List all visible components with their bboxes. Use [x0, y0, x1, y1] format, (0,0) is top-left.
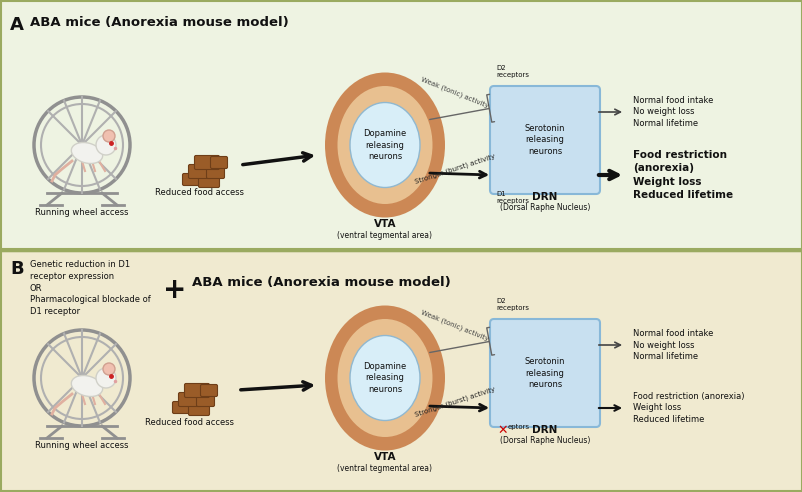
- Ellipse shape: [337, 319, 432, 437]
- Text: Weak (tonic) activity: Weak (tonic) activity: [419, 309, 488, 342]
- Bar: [0, 0, 802, 250]
- Text: DRN: DRN: [532, 192, 557, 202]
- FancyBboxPatch shape: [206, 166, 225, 179]
- Text: Normal food intake
No weight loss
Normal lifetime: Normal food intake No weight loss Normal…: [632, 329, 712, 361]
- FancyBboxPatch shape: [188, 403, 209, 416]
- Text: D1
receptors: D1 receptors: [496, 191, 529, 204]
- Text: Reduced food access: Reduced food access: [156, 188, 244, 197]
- Text: VTA: VTA: [373, 452, 395, 462]
- FancyBboxPatch shape: [182, 174, 201, 185]
- Text: Weak (tonic) activity: Weak (tonic) activity: [419, 76, 488, 110]
- Circle shape: [103, 363, 115, 375]
- Ellipse shape: [325, 306, 444, 451]
- FancyBboxPatch shape: [489, 86, 599, 194]
- Text: Running wheel access: Running wheel access: [35, 441, 128, 450]
- Text: (Dorsal Raphe Nucleus): (Dorsal Raphe Nucleus): [499, 203, 589, 212]
- Text: DRN: DRN: [532, 425, 557, 435]
- Ellipse shape: [350, 336, 419, 421]
- Ellipse shape: [325, 72, 444, 217]
- Circle shape: [96, 368, 115, 388]
- Text: Running wheel access: Running wheel access: [35, 208, 128, 217]
- FancyBboxPatch shape: [198, 176, 219, 187]
- Text: D2
receptors: D2 receptors: [496, 65, 529, 78]
- Ellipse shape: [350, 102, 419, 187]
- FancyBboxPatch shape: [172, 401, 191, 413]
- Text: Normal food intake
No weight loss
Normal lifetime: Normal food intake No weight loss Normal…: [632, 96, 712, 128]
- Text: ABA mice (Anorexia mouse model): ABA mice (Anorexia mouse model): [192, 276, 450, 289]
- FancyBboxPatch shape: [178, 393, 201, 406]
- Circle shape: [96, 135, 115, 155]
- Text: ABA mice (Anorexia mouse model): ABA mice (Anorexia mouse model): [30, 16, 289, 29]
- Text: B: B: [10, 260, 23, 278]
- Text: ✕: ✕: [496, 424, 507, 437]
- Text: Serotonin
releasing
neurons: Serotonin releasing neurons: [524, 124, 565, 155]
- Text: D2
receptors: D2 receptors: [496, 298, 529, 311]
- FancyBboxPatch shape: [489, 319, 599, 427]
- Text: Serotonin
releasing
neurons: Serotonin releasing neurons: [524, 357, 565, 389]
- Text: Stronger (burst) activity: Stronger (burst) activity: [413, 386, 495, 419]
- FancyBboxPatch shape: [194, 155, 219, 170]
- Text: Food restriction
(anorexia)
Weight loss
Reduced lifetime: Food restriction (anorexia) Weight loss …: [632, 150, 732, 200]
- Text: Reduced food access: Reduced food access: [145, 418, 234, 427]
- Text: (ventral tegmental area): (ventral tegmental area): [337, 231, 432, 240]
- Text: (Dorsal Raphe Nucleus): (Dorsal Raphe Nucleus): [499, 436, 589, 445]
- Text: Food restriction (anorexia)
Weight loss
Reduced lifetime: Food restriction (anorexia) Weight loss …: [632, 392, 743, 424]
- FancyBboxPatch shape: [210, 156, 227, 168]
- Text: (ventral tegmental area): (ventral tegmental area): [337, 464, 432, 473]
- Ellipse shape: [71, 375, 103, 397]
- Circle shape: [34, 97, 130, 193]
- Text: Dopamine
releasing
neurons: Dopamine releasing neurons: [363, 363, 406, 394]
- Ellipse shape: [71, 143, 103, 163]
- Circle shape: [34, 330, 130, 426]
- Circle shape: [103, 130, 115, 142]
- FancyBboxPatch shape: [184, 383, 209, 398]
- FancyBboxPatch shape: [188, 164, 211, 179]
- Text: Dopamine
releasing
neurons: Dopamine releasing neurons: [363, 129, 406, 160]
- Bar: [1, 251, 801, 491]
- FancyBboxPatch shape: [196, 395, 214, 406]
- Bar: [1, 1, 801, 249]
- Text: A: A: [10, 16, 24, 34]
- Bar: [0, 250, 802, 492]
- Text: eptors: eptors: [508, 424, 529, 430]
- Text: Genetic reduction in D1
receptor expression
OR
Pharmacological blockade of
D1 re: Genetic reduction in D1 receptor express…: [30, 260, 151, 316]
- Text: VTA: VTA: [373, 219, 395, 229]
- Ellipse shape: [337, 86, 432, 204]
- Text: +: +: [163, 276, 186, 304]
- FancyBboxPatch shape: [200, 385, 217, 397]
- Text: Stronger (burst) activity: Stronger (burst) activity: [413, 154, 495, 185]
